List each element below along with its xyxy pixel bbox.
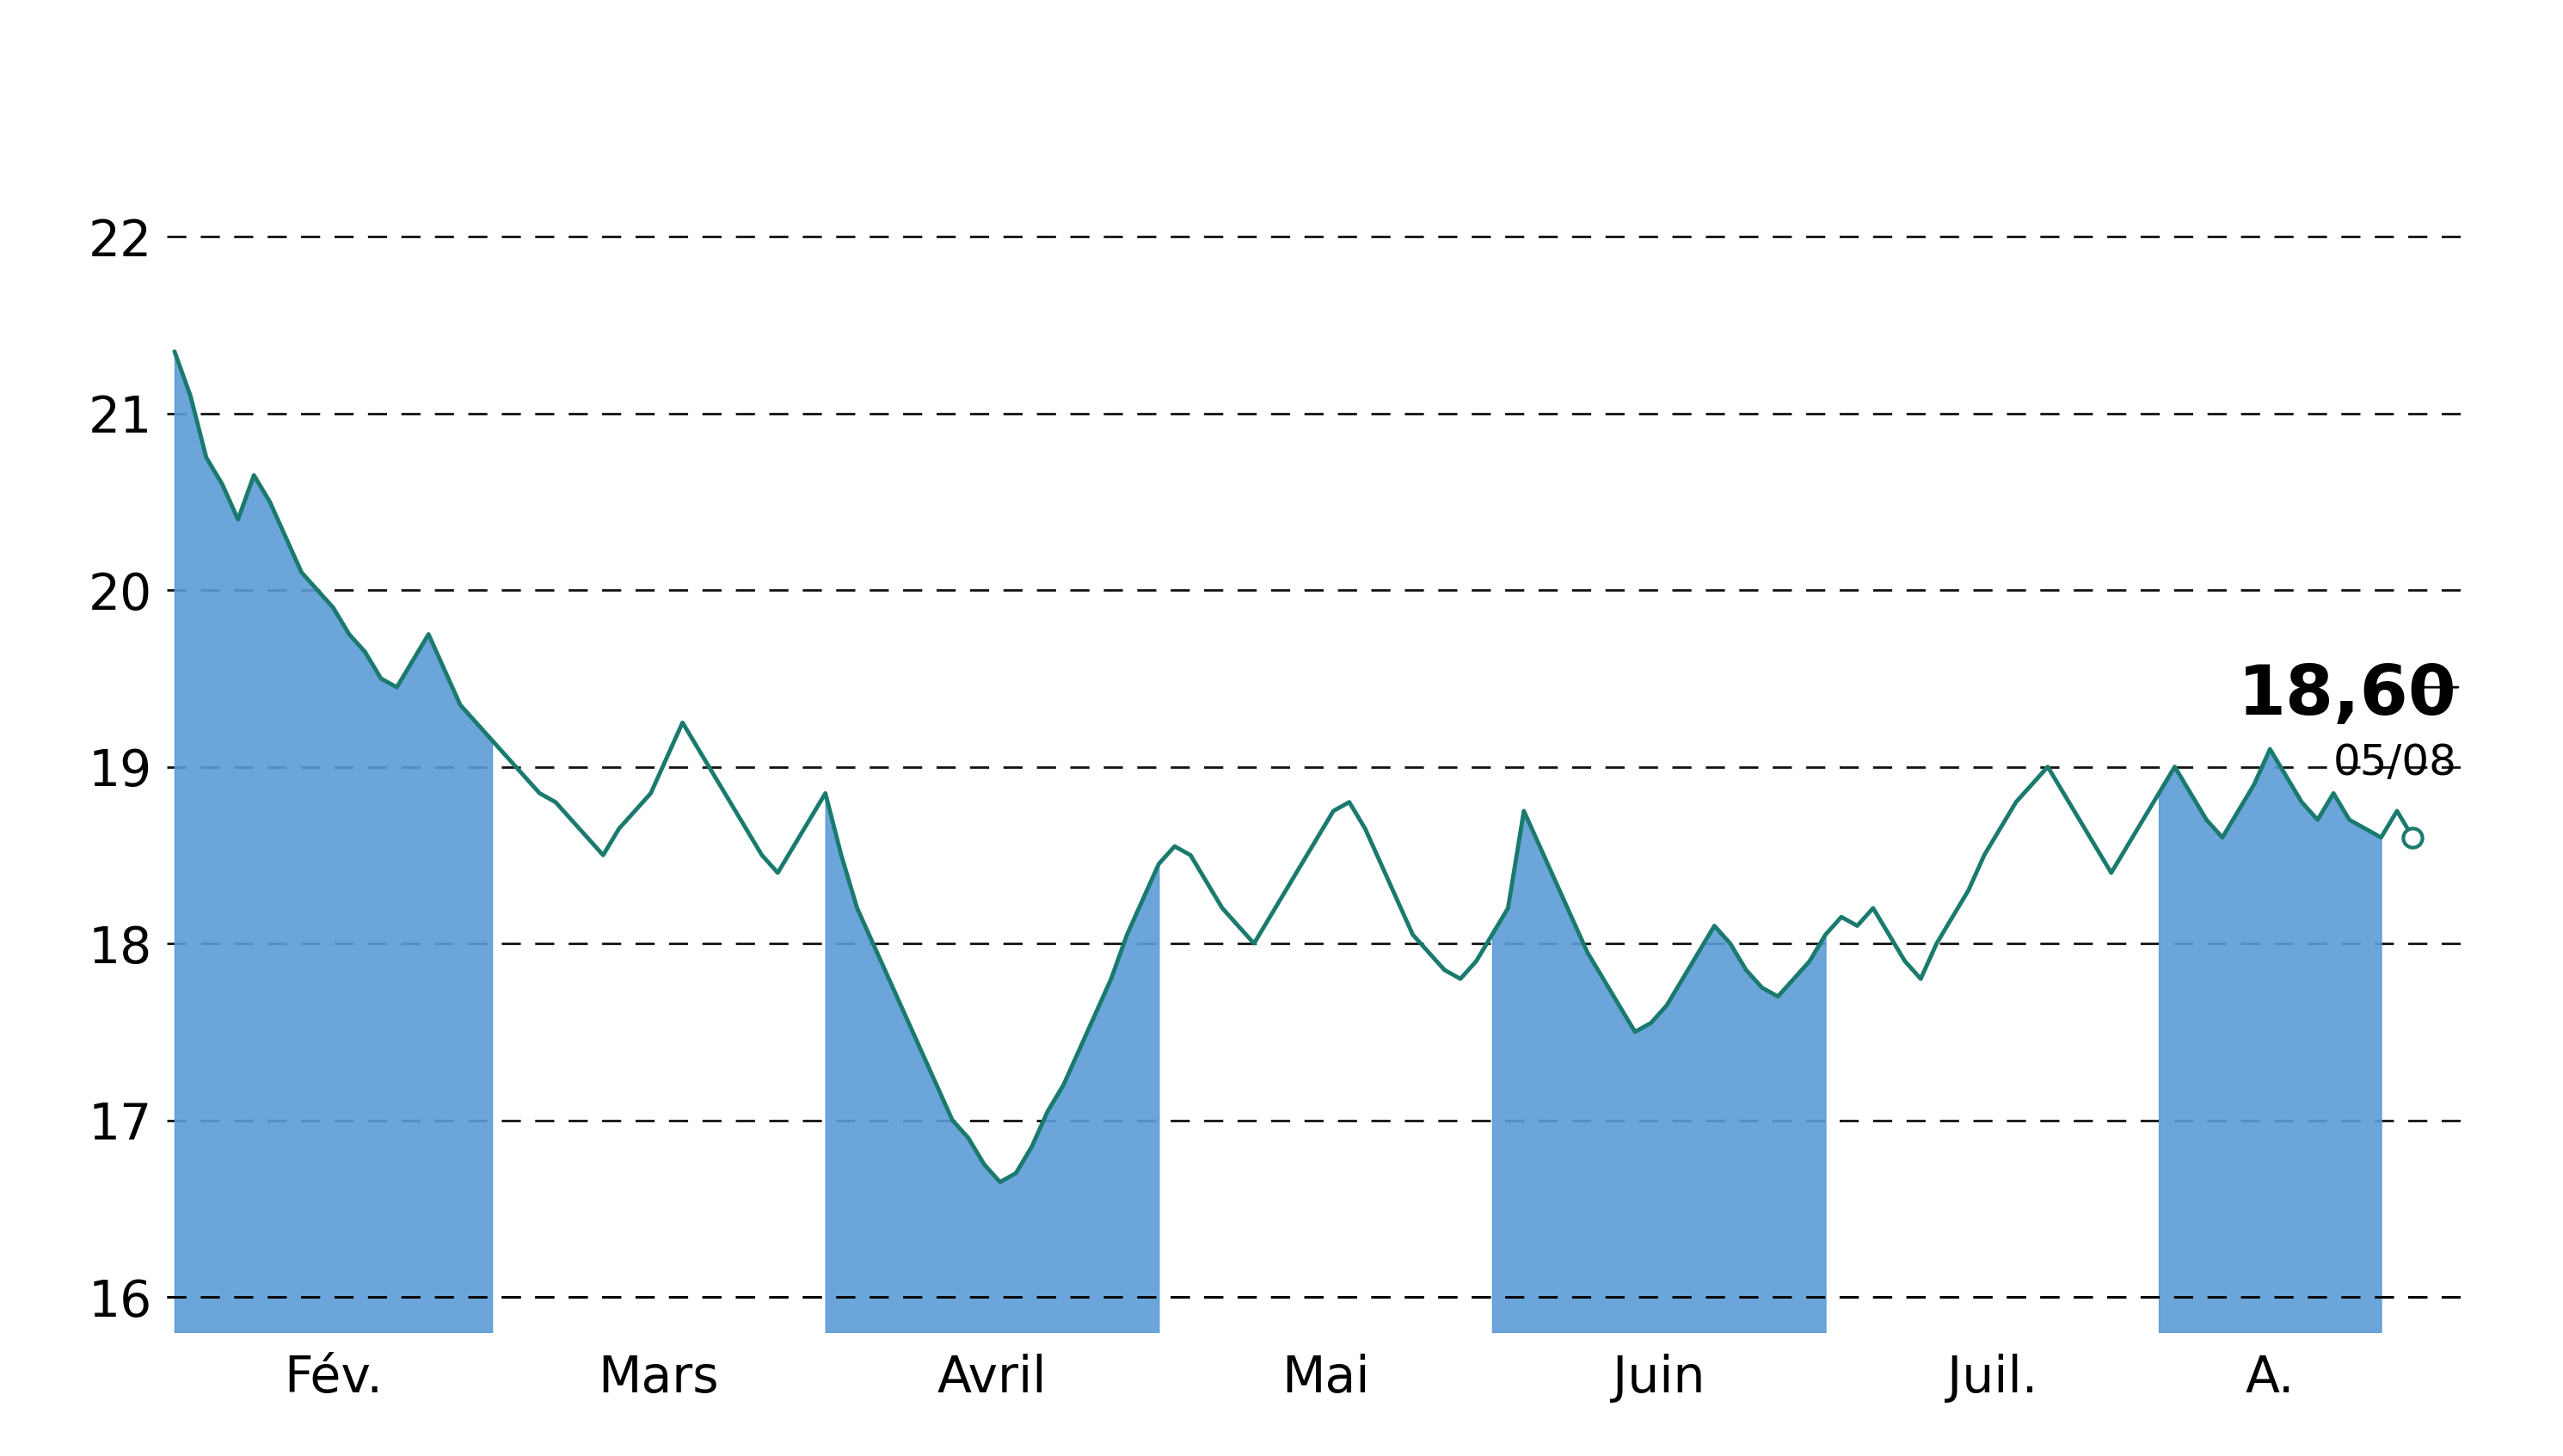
- Text: 05/08: 05/08: [2332, 743, 2458, 783]
- Text: 18,60: 18,60: [2237, 662, 2458, 729]
- Text: Deutsche Wohnen SE: Deutsche Wohnen SE: [710, 22, 1853, 115]
